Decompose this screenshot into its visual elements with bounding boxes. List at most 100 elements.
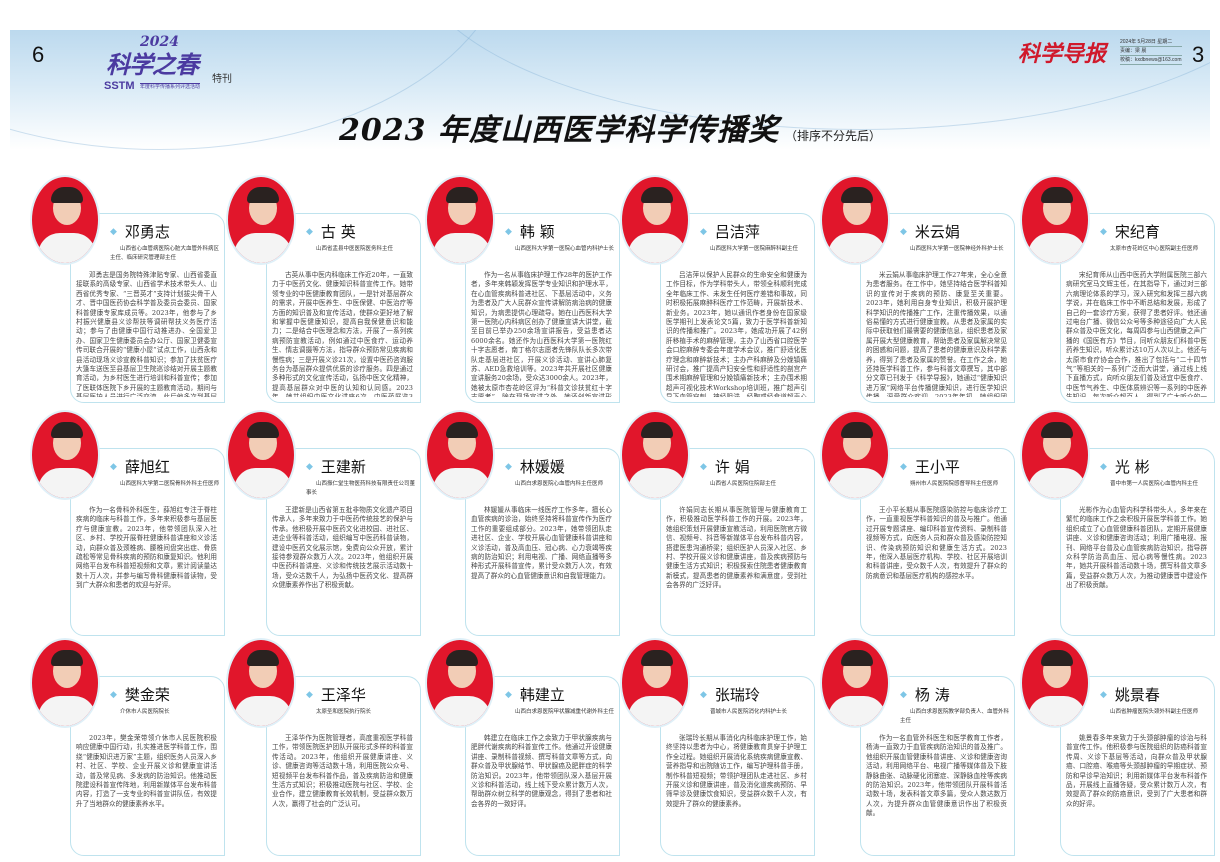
portrait-photo [1020,638,1090,728]
page-header: 6 2024 科学之春 SSTM 年度科学传播系列评选活动 特刊 科学导报 20… [10,30,1210,150]
winner-name: 姚景春 [1100,686,1160,704]
winner-affiliation: 山西省人民医院住院部主任 [710,481,777,487]
winner-name: 韩建立 [505,686,565,704]
special-issue-label: 特刊 [212,74,232,85]
portrait-photo [30,410,100,500]
portrait-photo [620,638,690,728]
winner-name: 米云娟 [900,223,960,241]
winner-affiliation: 山西医科大学第一医院麻醉科副主任 [710,246,799,252]
page-number-left: 6 [32,42,45,67]
page-title: 2023 年度山西医学科学传播奖 （排序不分先后） [0,105,1220,149]
logo-title: 科学之春 [106,50,199,79]
card-frame [70,676,225,856]
newspaper-masthead: 科学导报 [1018,41,1107,67]
issue-email: 校稿：kxdbnews@163.com [1120,57,1182,65]
winner-name: 宋纪育 [1100,223,1160,241]
winner-affiliation: 山西白求恩医院教学部负责人、血管外科主任 [900,709,1010,724]
winner-affiliation: 山西白求恩医院甲状腺减重代谢外科主任 [515,709,615,715]
issue-meta: 2024年 5月28日 星期二 责编：梁 晨 校稿：kxdbnews@163.c… [1120,38,1182,65]
winner-affiliation: 太原市杏花岭区中心医院副主任医师 [1110,246,1199,252]
winner-affiliation: 太原圣和医院执行院长 [316,709,372,715]
winner-bio: 2023年，樊金荣带领介休市人民医院积极响应健康中国行动，扎实推进医学科普工作，… [76,734,217,808]
winner-name: 薛旭红 [110,458,170,476]
winner-card: 光 彬晋中市第一人民医院心血管内科主任光彬作为心血管内科学科带头人，多年来在繁忙… [1020,410,1215,636]
winner-name: 光 彬 [1100,458,1150,476]
winner-card: 邓勇志山西省心血管病医院心脏大血管外科病区主任、临床研究管理部主任邓勇志是国务院… [30,175,225,403]
winner-bio: 米云娟从事临床护理工作27年来，全心全意为患者服务。在工作中，她坚持结合医学科普… [866,271,1007,397]
winner-name: 王建新 [306,458,366,476]
card-frame [660,213,815,403]
winner-bio: 古英从事中医内科临床工作近20年，一直致力于中医药文化、健康知识科普宣传工作。她… [272,271,413,397]
winner-bio: 许娟同志长期从事医院管理与健康教育工作，积极推动医学科普工作的开展。2023年，… [666,506,807,590]
winner-affiliation: 朔州市人民医院院感督导科主任医师 [910,481,999,487]
winner-affiliation: 山西医科大学第二医院骨科外科主任医师 [120,481,220,487]
portrait-photo [425,410,495,500]
portrait-photo [226,410,296,500]
portrait-photo [226,638,296,728]
card-frame [266,213,421,403]
page-number-right: 3 [1192,42,1205,67]
winner-bio: 张瑞玲长期从事消化内科临床护理工作，始终坚持以患者为中心，将健康教育贯穿于护理工… [666,734,807,808]
winner-name: 邓勇志 [110,223,170,241]
winner-name: 吕洁萍 [700,223,760,241]
card-frame [465,676,620,856]
winner-bio: 宋纪育师从山西中医药大学附属医院三部六病研究室马文辉主任，在其指导下，通过对三部… [1066,271,1207,397]
portrait-photo [1020,410,1090,500]
card-frame [860,213,1015,403]
award-title: 2023 年度山西医学科学传播奖 [339,113,779,148]
winner-bio: 林媛媛从事临床一线医疗工作多年，擅长心血管疾病的诊治，始终坚持将科普宣传作为医疗… [471,506,612,580]
winner-card: 王小平朔州市人民医院院感督导科主任医师王小平长期从事医院感染防控与临床诊疗工作，… [820,410,1015,636]
winner-bio: 光彬作为心血管内科学科带头人，多年来在繁忙的临床工作之余积极开展医学科普工作。她… [1066,506,1207,590]
portrait-photo [820,638,890,728]
winner-name: 王小平 [900,458,960,476]
card-frame [465,448,620,636]
winner-bio: 邓勇志是国务院特殊津贴专家、山西省委直接联系的高级专家、山西省学术技术带头人、山… [76,271,217,397]
winner-bio: 韩建立在临床工作之余致力于甲状腺疾病与肥胖代谢疾病的科普宣传工作。他通过开设健康… [471,734,612,808]
card-frame [70,448,225,636]
winner-name: 许 娟 [700,458,750,476]
winner-bio: 王泽华作为医院管理者，高度重视医学科普工作，带领医院医护团队开展形式多样的科普宣… [272,734,413,808]
portrait-photo [620,175,690,265]
winner-card: 吕洁萍山西医科大学第一医院麻醉科副主任吕洁萍以保护人民群众的生命安全和健康为工作… [620,175,815,403]
winner-affiliation: 晋中市第一人民医院心血管内科主任 [1110,481,1199,487]
card-frame [860,448,1015,636]
logo-subtitle: 年度科学传播系列评选活动 [140,83,201,90]
winner-card: 薛旭红山西医科大学第二医院骨科外科主任医师作为一名骨科外科医生，薛旭红专注于脊柱… [30,410,225,636]
winner-card: 王泽华太原圣和医院执行院长王泽华作为医院管理者，高度重视医学科普工作，带领医院医… [226,638,421,856]
winner-name: 杨 涛 [900,686,950,704]
issue-editor: 责编：梁 晨 [1120,47,1182,56]
winner-name: 樊金荣 [110,686,170,704]
portrait-photo [30,175,100,265]
winner-bio: 吕洁萍以保护人民群众的生命安全和健康为工作目标，作为学科带头人，带领全科顺利完成… [666,271,807,397]
winner-affiliation: 晋城市人民医院消化内科护士长 [710,709,788,715]
winner-card: 韩 颖山西医科大学第一医院心血管内科护士长作为一名从事临床护理工作28年的医护工… [425,175,620,403]
card-frame [266,448,421,636]
winner-bio: 姚景春多年来致力于头颈部肿瘤的诊治与科普宣传工作。他积极参与医院组织的防癌科普宣… [1066,734,1207,808]
card-frame [1060,676,1215,856]
winner-bio: 作为一名从事临床护理工作28年的医护工作者，多年来韩颖发挥医学专业知识和护理水平… [471,271,612,397]
portrait-photo [1020,175,1090,265]
winner-card: 韩建立山西白求恩医院甲状腺减重代谢外科主任韩建立在临床工作之余致力于甲状腺疾病与… [425,638,620,856]
winner-card: 杨 涛山西白求恩医院教学部负责人、血管外科主任作为一名血管外科医生和医学教育工作… [820,638,1015,856]
winner-affiliation: 介休市人民医院院长 [120,709,170,715]
portrait-photo [425,638,495,728]
winner-affiliation: 山西省心血管病医院心脏大血管外科病区主任、临床研究管理部主任 [110,246,220,261]
winner-name: 王泽华 [306,686,366,704]
portrait-photo [820,410,890,500]
winner-card: 宋纪育太原市杏花岭区中心医院副主任医师宋纪育师从山西中医药大学附属医院三部六病研… [1020,175,1215,403]
winner-card: 林媛媛山西白求恩医院心血管内科主任医师林媛媛从事临床一线医疗工作多年，擅长心血管… [425,410,620,636]
portrait-photo [226,175,296,265]
card-frame [70,213,225,403]
science-spring-logo: 2024 科学之春 SSTM 年度科学传播系列评选活动 特刊 [100,34,260,98]
card-frame [465,213,620,403]
portrait-photo [425,175,495,265]
portrait-photo [620,410,690,500]
logo-year: 2024 [140,34,179,50]
winner-affiliation: 山西白求恩医院心血管内科主任医师 [515,481,604,487]
card-frame [660,448,815,636]
winner-card: 米云娟山西医科大学第一医院神经外科护士长米云娟从事临床护理工作27年来，全心全意… [820,175,1015,403]
winner-name: 古 英 [306,223,356,241]
card-frame [660,676,815,856]
portrait-photo [30,638,100,728]
issue-date: 2024年 5月28日 星期二 [1120,38,1182,47]
